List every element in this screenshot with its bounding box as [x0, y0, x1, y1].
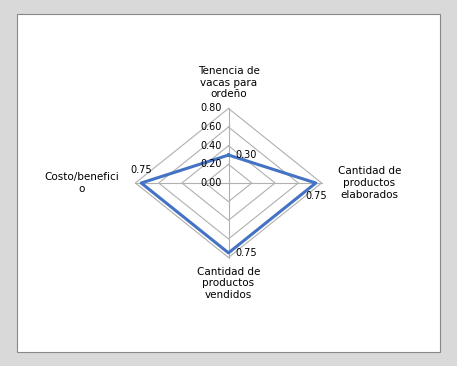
- Text: Tenencia de
vacas para
ordeño: Tenencia de vacas para ordeño: [197, 66, 260, 100]
- Text: 0.75: 0.75: [235, 248, 257, 258]
- Text: Cantidad de
productos
vendidos: Cantidad de productos vendidos: [197, 266, 260, 300]
- Text: Costo/benefici
o: Costo/benefici o: [44, 172, 119, 194]
- Text: 0.75: 0.75: [305, 191, 327, 201]
- Text: 0.00: 0.00: [200, 178, 222, 188]
- Text: 0.75: 0.75: [130, 165, 152, 175]
- Text: Cantidad de
productos
elaborados: Cantidad de productos elaborados: [338, 167, 401, 199]
- Text: 0.40: 0.40: [200, 141, 222, 151]
- Text: 0.60: 0.60: [200, 122, 222, 132]
- Text: 0.30: 0.30: [235, 150, 257, 160]
- Text: 0.80: 0.80: [200, 104, 222, 113]
- Text: 0.20: 0.20: [200, 159, 222, 169]
- FancyBboxPatch shape: [17, 14, 440, 352]
